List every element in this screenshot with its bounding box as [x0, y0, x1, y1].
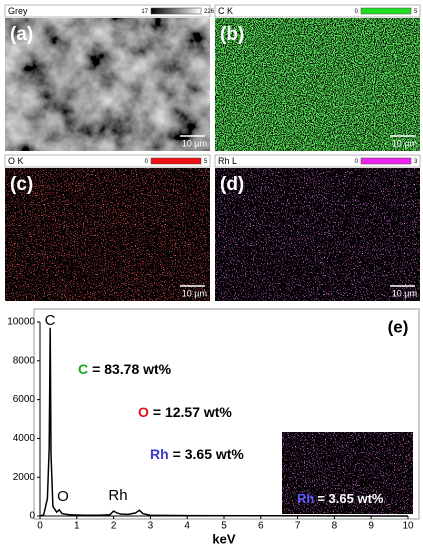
- composition-label: Rh = 3.65 wt%: [150, 446, 244, 462]
- scale-min: 17: [141, 9, 148, 15]
- element: O: [138, 404, 149, 420]
- peak-label: Rh: [108, 487, 127, 504]
- x-axis-label: keV: [212, 531, 235, 546]
- x-tick-label: 3: [148, 521, 154, 532]
- x-tick-label: 10: [402, 521, 414, 532]
- inset-label: Rh = 3.65 wt%: [297, 491, 384, 506]
- scale-min: 0: [355, 159, 359, 165]
- channel-name: Grey: [8, 6, 28, 16]
- x-tick-label: 9: [368, 521, 374, 532]
- peak-label: C: [45, 312, 56, 329]
- element: Rh: [150, 446, 169, 462]
- scale-bar-label: 10 µm: [182, 138, 207, 148]
- panel-label: (d): [220, 174, 244, 195]
- map-image: [215, 18, 420, 151]
- wt-percent: = 3.65 wt%: [173, 446, 245, 462]
- x-tick-label: 7: [295, 521, 301, 532]
- scale-bar-label: 10 µm: [392, 138, 417, 148]
- scale-bar-label: 10 µm: [182, 288, 207, 298]
- scale-min: 0: [355, 9, 359, 15]
- color-scale: [150, 7, 202, 15]
- channel-name: C K: [218, 6, 233, 16]
- peak-label: O: [57, 488, 69, 505]
- wt-percent: = 83.78 wt%: [92, 361, 172, 377]
- scale-max: 5: [204, 159, 208, 165]
- element: Rh: [297, 491, 314, 506]
- panel-label: (c): [10, 174, 33, 195]
- inset-map: [282, 432, 413, 514]
- scale-max: 5: [414, 9, 418, 15]
- color-scale: [360, 157, 412, 165]
- x-tick-label: 2: [111, 521, 117, 532]
- y-tick-label: 4000: [13, 433, 36, 444]
- map-image: [215, 168, 420, 301]
- wt-percent: = 3.65 wt%: [317, 491, 384, 506]
- y-tick-label: 10000: [7, 317, 35, 328]
- x-tick-label: 6: [258, 521, 264, 532]
- y-tick-label: 8000: [13, 355, 36, 366]
- channel-name: Rh L: [218, 156, 237, 166]
- channel-name: O K: [8, 156, 24, 166]
- spectrum-frame: [33, 308, 420, 520]
- x-tick-label: 0: [37, 521, 43, 532]
- x-tick-label: 8: [332, 521, 338, 532]
- composition-label: C = 83.78 wt%: [78, 361, 172, 377]
- scale-bar-label: 10 µm: [392, 288, 417, 298]
- x-tick-label: 4: [184, 521, 190, 532]
- map-image: [5, 168, 210, 301]
- panel-label: (e): [388, 317, 409, 336]
- panel-label: (a): [10, 24, 33, 45]
- composition-label: O = 12.57 wt%: [138, 404, 232, 420]
- y-tick-label: 2000: [13, 472, 36, 483]
- panel-label: (b): [220, 24, 244, 45]
- color-scale: [150, 157, 202, 165]
- y-tick-label: 0: [29, 511, 35, 522]
- x-tick-label: 1: [74, 521, 80, 532]
- scale-max: 3: [414, 159, 418, 165]
- scale-min: 0: [145, 159, 149, 165]
- x-tick-label: 5: [221, 521, 227, 532]
- spectrum-line: [39, 327, 409, 517]
- scale-max: 226: [204, 9, 215, 15]
- y-tick-label: 6000: [13, 394, 36, 405]
- element: C: [78, 361, 88, 377]
- wt-percent: = 12.57 wt%: [153, 404, 233, 420]
- map-image: [5, 18, 210, 151]
- color-scale: [360, 7, 412, 15]
